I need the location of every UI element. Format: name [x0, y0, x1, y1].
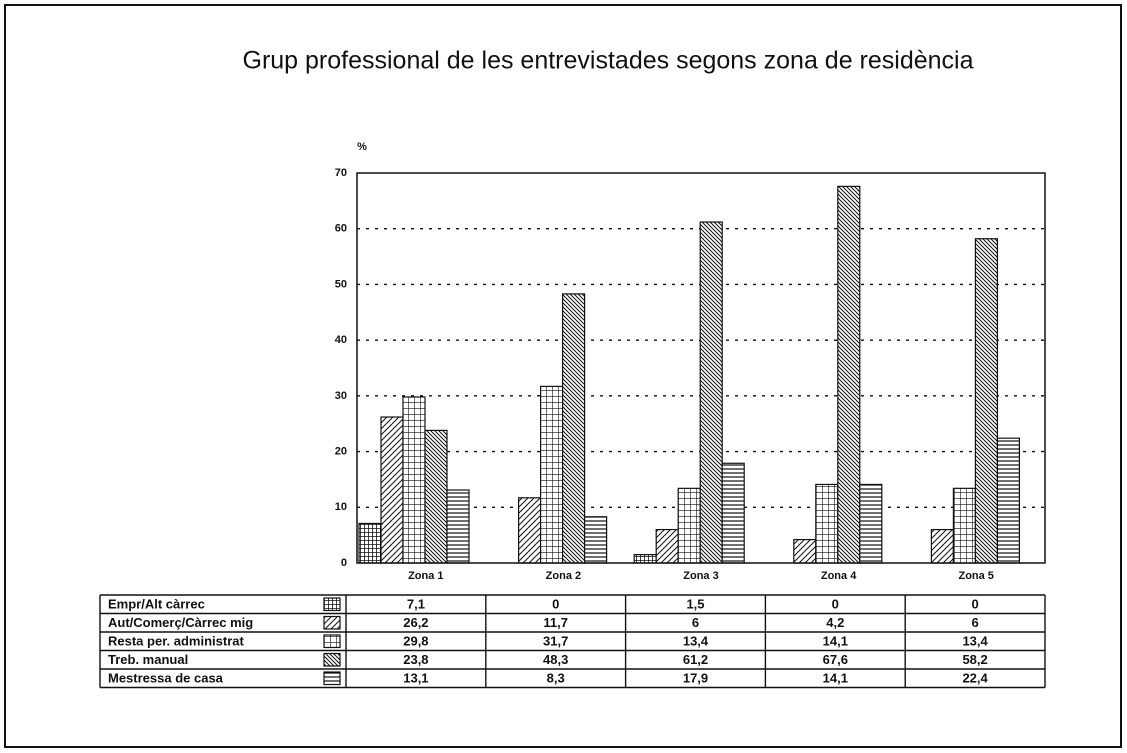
table-cell: 61,2: [683, 652, 708, 667]
table-cell: 14,1: [823, 671, 848, 686]
y-tick-label: 50: [335, 278, 347, 290]
table-cell: 26,2: [403, 615, 428, 630]
legend-swatch: [323, 652, 341, 667]
y-tick-label: 40: [335, 334, 347, 346]
bar: [677, 487, 701, 564]
y-tick-label: 70: [335, 167, 347, 179]
table-cell: 0: [832, 597, 839, 612]
table-cell: 31,7: [543, 634, 568, 649]
legend-swatch: [323, 597, 341, 612]
table-cell: 17,9: [683, 671, 708, 686]
bar: [583, 516, 608, 564]
bar: [837, 185, 861, 564]
table-cell: 22,4: [962, 671, 988, 686]
table-cell: 13,1: [403, 671, 428, 686]
table-cell: 0: [971, 597, 978, 612]
bar: [793, 538, 817, 564]
bar: [721, 462, 745, 564]
bar: [633, 554, 657, 564]
y-tick-label: 30: [335, 390, 347, 402]
legend-swatch: [323, 634, 341, 649]
table-cell: 13,4: [962, 634, 988, 649]
bar: [974, 238, 999, 564]
table-cell: 11,7: [543, 615, 568, 630]
chart-title: Grup professional de les entrevistades s…: [243, 47, 974, 75]
table-cell: 67,6: [823, 652, 848, 667]
legend-swatch: [323, 615, 341, 630]
legend-label: Resta per. administrat: [108, 634, 244, 649]
x-tick-label: Zona 1: [408, 570, 443, 582]
frame: [4, 4, 1122, 748]
legend-swatch: [323, 671, 341, 686]
bar: [996, 437, 1021, 564]
table-cell: 0: [552, 597, 559, 612]
bar: [561, 293, 586, 564]
table-cell: 48,3: [543, 652, 568, 667]
y-tick-label: 10: [335, 501, 347, 513]
plot-area: [356, 172, 1046, 564]
table-cell: 7,1: [407, 597, 425, 612]
legend-label: Empr/Alt càrrec: [108, 597, 205, 612]
table-cell: 4,2: [826, 615, 844, 630]
table-cell: 13,4: [683, 634, 709, 649]
bar: [402, 396, 426, 564]
x-tick-label: Zona 4: [821, 570, 857, 582]
table-cell: 6: [692, 615, 699, 630]
bar: [446, 489, 470, 564]
table-cell: 58,2: [962, 652, 987, 667]
table-cell: 6: [971, 615, 978, 630]
bar: [539, 385, 564, 564]
table-cell: 23,8: [403, 652, 428, 667]
table-cell: 29,8: [403, 634, 428, 649]
x-tick-label: Zona 3: [683, 570, 718, 582]
bar: [424, 429, 448, 564]
table-cell: 1,5: [686, 597, 704, 612]
y-tick-label: 60: [335, 223, 347, 235]
bar: [358, 522, 382, 564]
bar: [930, 528, 955, 564]
table-cell: 8,3: [547, 671, 565, 686]
bar: [517, 497, 542, 564]
y-axis-label: %: [357, 141, 367, 153]
bar: [952, 487, 977, 564]
bar: [655, 528, 679, 564]
bar: [380, 416, 404, 564]
bar: [859, 483, 883, 564]
bar: [699, 221, 723, 564]
legend-label: Aut/Comerç/Càrrec mig: [108, 615, 253, 630]
legend-label: Treb. manual: [108, 652, 188, 667]
x-tick-label: Zona 2: [546, 570, 581, 582]
y-tick-label: 20: [335, 445, 347, 457]
bar: [815, 483, 839, 564]
table-cell: 14,1: [823, 634, 848, 649]
legend-label: Mestressa de casa: [108, 671, 224, 686]
y-tick-label: 0: [341, 557, 347, 569]
x-tick-label: Zona 5: [958, 570, 993, 582]
